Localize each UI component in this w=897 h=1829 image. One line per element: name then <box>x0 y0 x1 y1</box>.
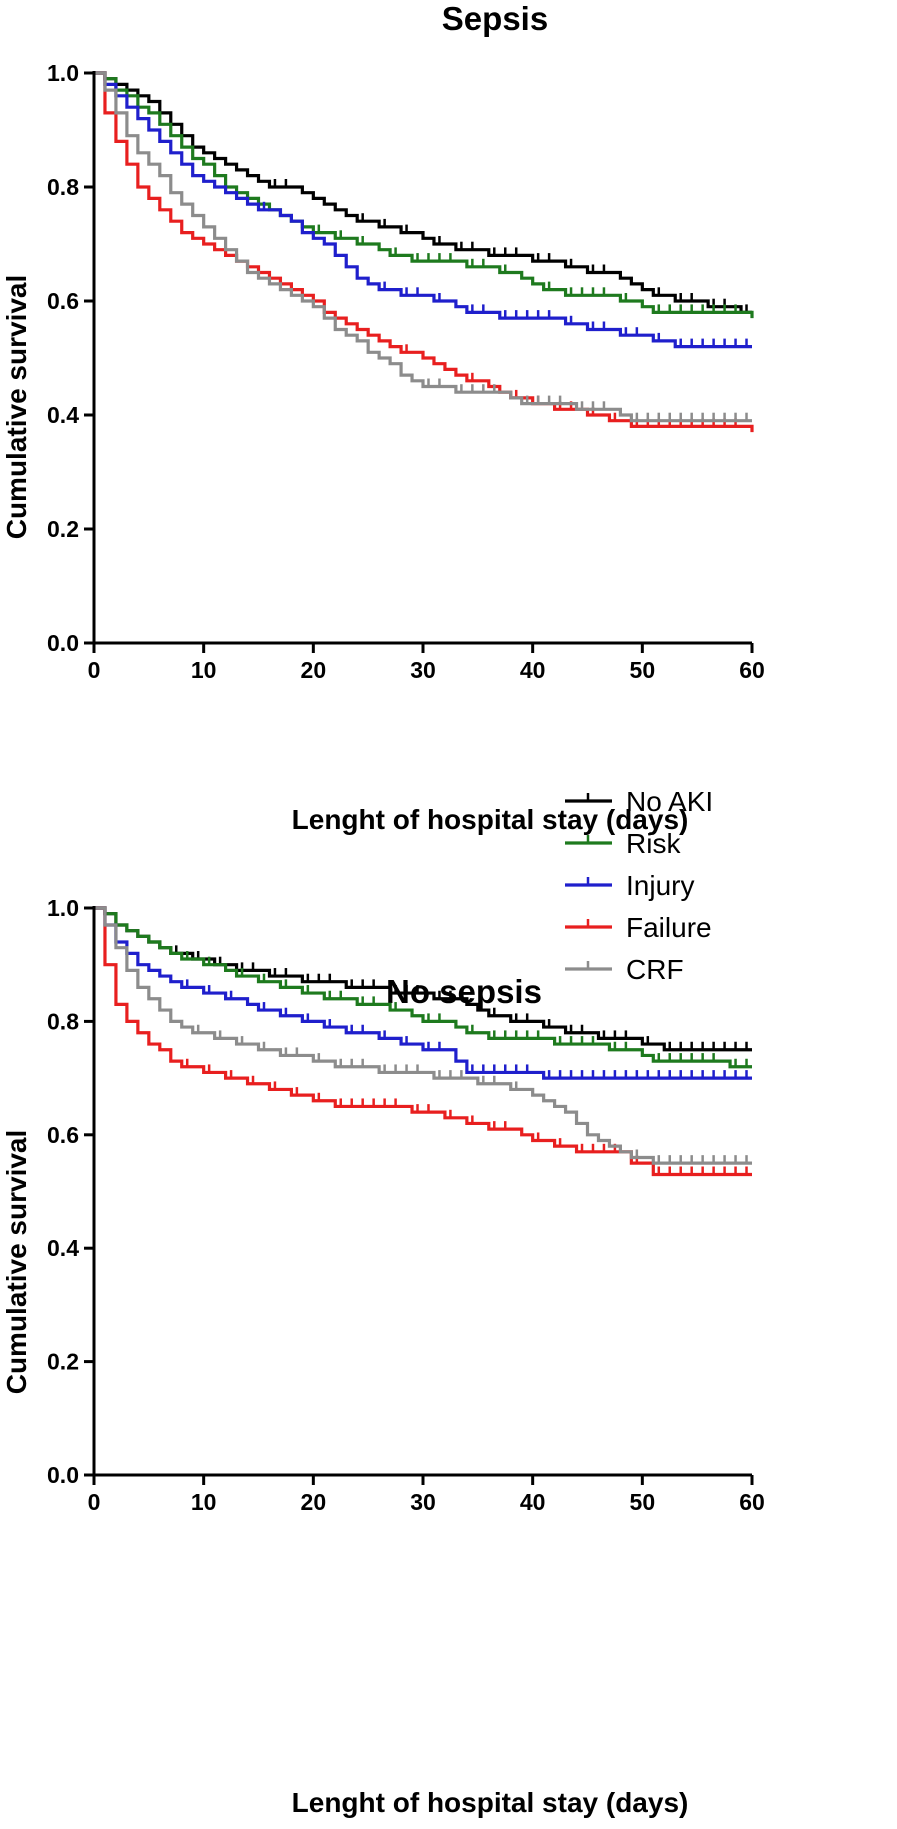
x-tick-label: 30 <box>410 657 436 683</box>
x-tick-label: 20 <box>301 657 327 683</box>
legend-label: No AKI <box>626 786 713 817</box>
y-tick-label: 0.2 <box>47 1349 79 1375</box>
chart-panel-no-sepsis: No sepsis Cumulative survival Lenght of … <box>1 895 765 1818</box>
x-tick-label: 40 <box>520 1489 546 1515</box>
series-group <box>94 71 754 433</box>
series-line-failure <box>94 71 754 433</box>
x-tick-label: 0 <box>88 657 101 683</box>
chart-title: Sepsis <box>442 0 548 37</box>
legend-item: Injury <box>565 870 694 901</box>
x-tick-label: 10 <box>191 1489 217 1515</box>
series-line-injury <box>94 906 752 1080</box>
legend: No AKI Risk Injury Failure CRF <box>565 786 713 985</box>
y-tick-label: 1.0 <box>47 895 79 921</box>
x-tick-label: 20 <box>301 1489 327 1515</box>
legend-item: CRF <box>565 954 684 985</box>
x-axis-label: Lenght of hospital stay (days) <box>292 804 689 835</box>
series-line-risk <box>94 71 754 319</box>
x-tick-label: 10 <box>191 657 217 683</box>
x-tick-label: 40 <box>520 657 546 683</box>
y-tick-label: 0.2 <box>47 516 79 542</box>
axes <box>92 906 752 1477</box>
series-line-injury <box>94 71 752 349</box>
y-tick-label: 0.0 <box>47 630 79 656</box>
legend-label: Risk <box>626 828 681 859</box>
x-tick-label: 30 <box>410 1489 436 1515</box>
x-axis-label: Lenght of hospital stay (days) <box>292 1787 689 1818</box>
y-tick-label: 0.8 <box>47 1008 79 1034</box>
x-tick-label: 50 <box>630 1489 656 1515</box>
y-tick-label: 0.0 <box>47 1462 79 1488</box>
y-tick-label: 0.4 <box>47 402 79 428</box>
legend-label: Failure <box>626 912 712 943</box>
series-line-crf <box>94 906 752 1165</box>
axis-ticks: 0.0 0.2 0.4 0.6 0.8 1.0 0 10 20 30 40 50 60 <box>47 60 765 683</box>
y-tick-label: 0.6 <box>47 288 79 314</box>
y-axis-label: Cumulative survival <box>1 1130 32 1395</box>
series-line-no-aki <box>94 71 752 314</box>
y-tick-label: 1.0 <box>47 60 79 86</box>
y-tick-label: 0.6 <box>47 1122 79 1148</box>
axes <box>92 71 752 645</box>
x-tick-label: 50 <box>630 657 656 683</box>
y-tick-label: 0.4 <box>47 1235 79 1261</box>
x-tick-label: 60 <box>739 1489 765 1515</box>
series-line-failure <box>94 906 752 1177</box>
legend-item: Risk <box>565 828 681 859</box>
legend-label: Injury <box>626 870 694 901</box>
legend-item: Failure <box>565 912 712 943</box>
x-tick-label: 0 <box>88 1489 101 1515</box>
legend-label: CRF <box>626 954 684 985</box>
series-line-crf <box>94 71 752 423</box>
series-group <box>94 906 752 1177</box>
chart-panel-sepsis: Sepsis Cumulative survival Lenght of hos… <box>1 0 765 835</box>
x-tick-label: 60 <box>739 657 765 683</box>
axis-ticks: 0.0 0.2 0.4 0.6 0.8 1.0 0 10 20 30 40 50 60 <box>47 895 765 1515</box>
y-tick-label: 0.8 <box>47 174 79 200</box>
legend-item: No AKI <box>565 786 713 817</box>
y-axis-label: Cumulative survival <box>1 275 32 540</box>
